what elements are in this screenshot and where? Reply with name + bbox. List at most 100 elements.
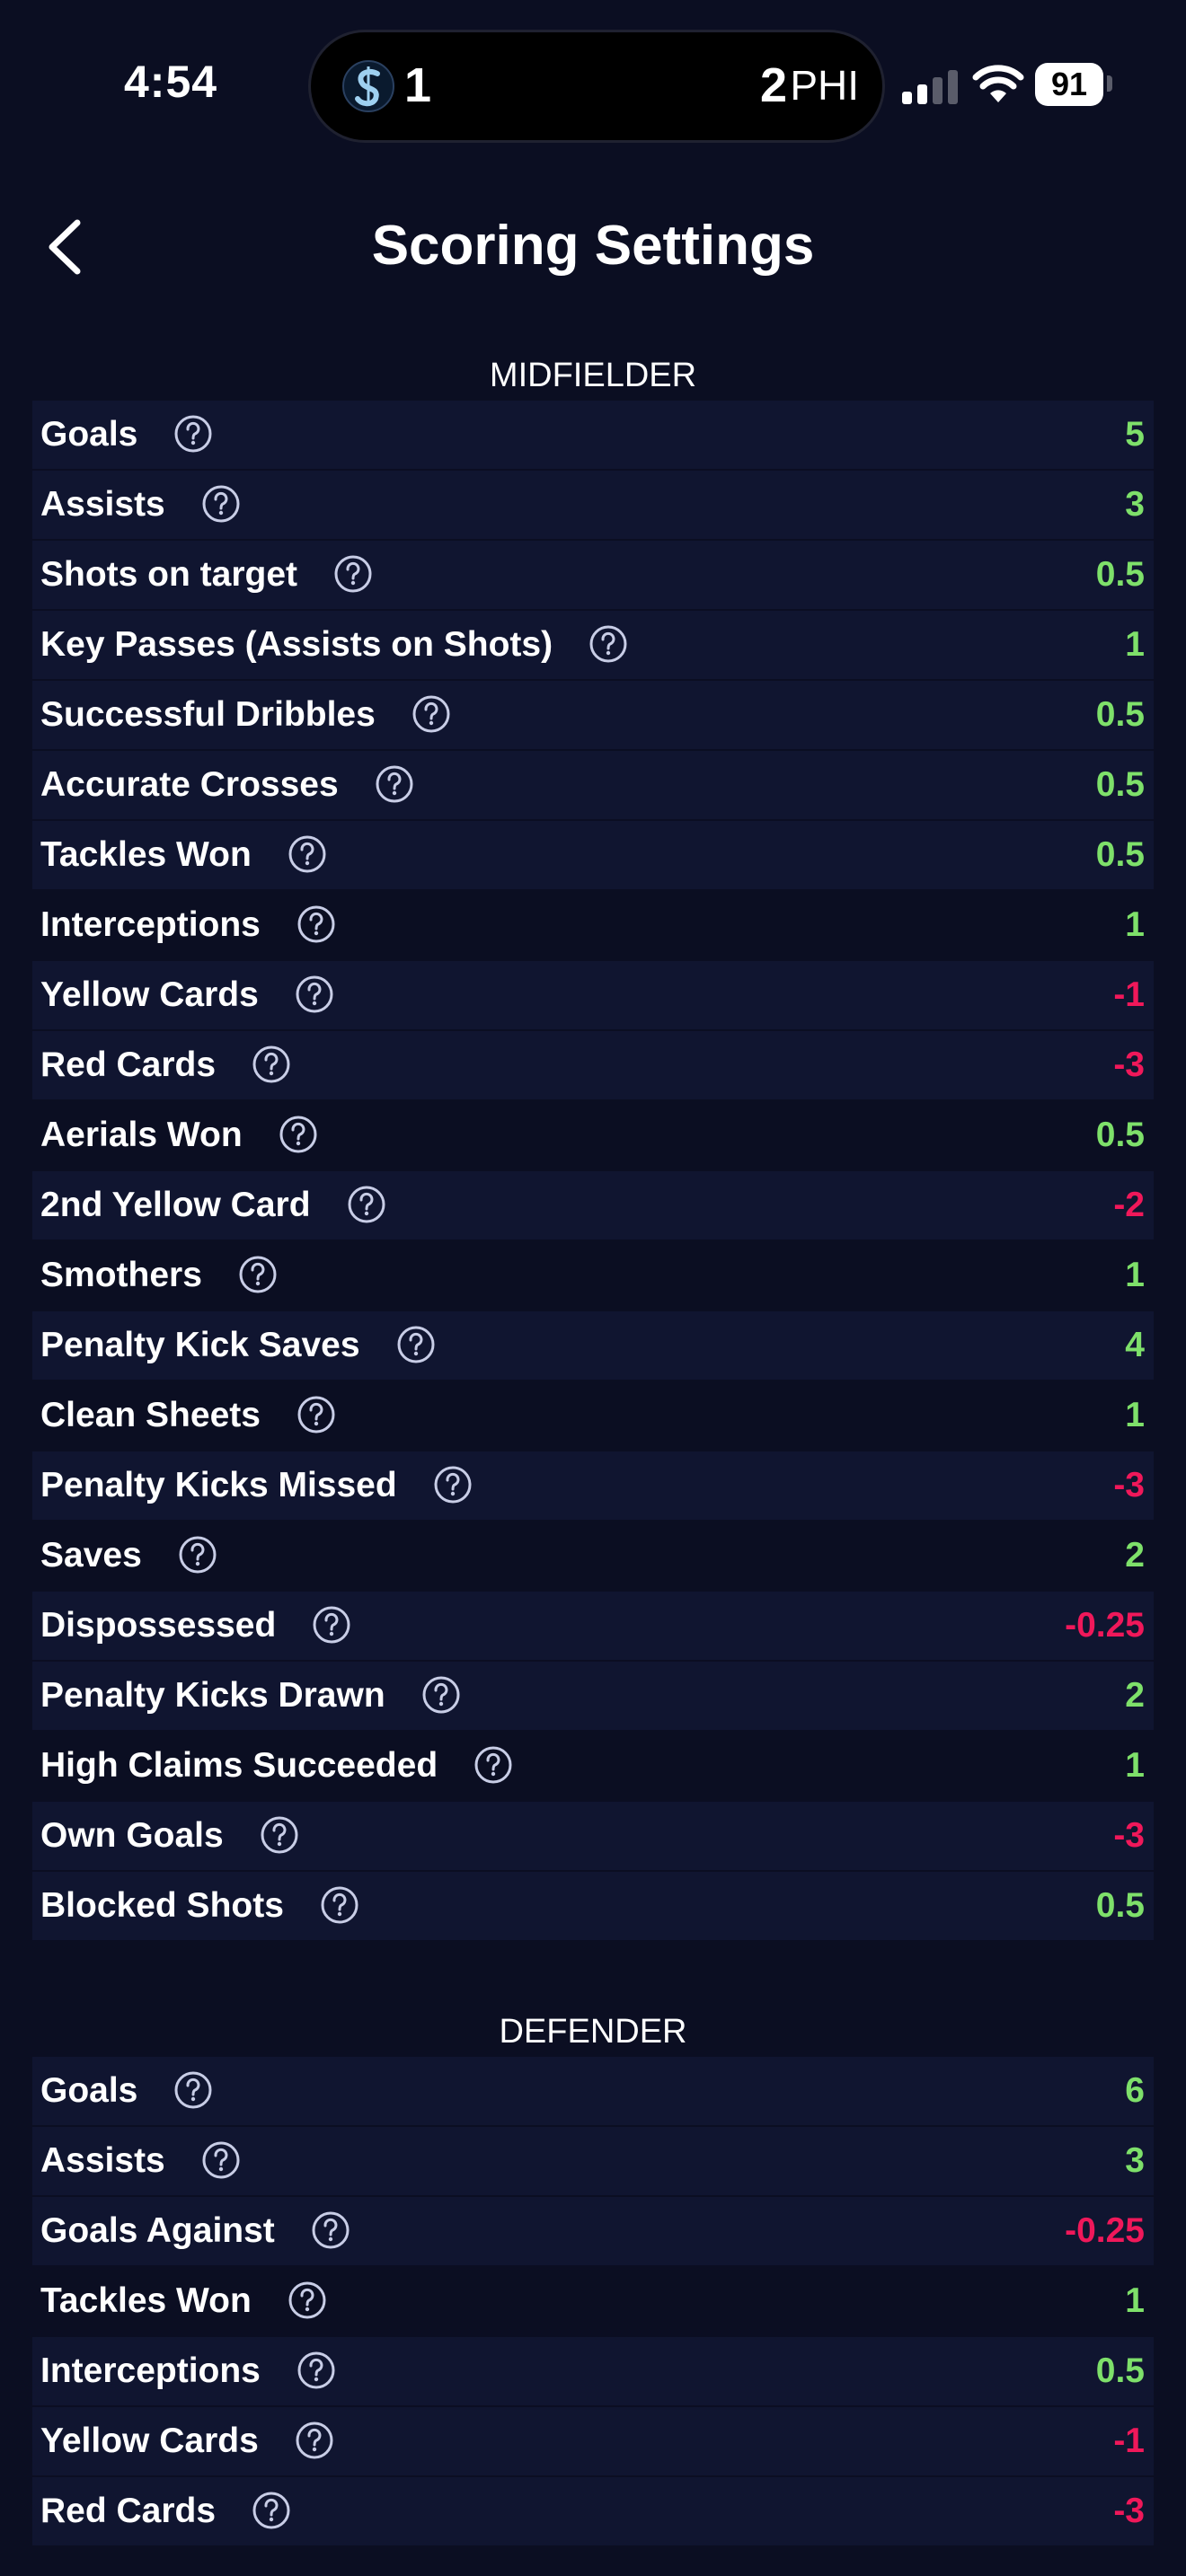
- scoring-row-label: Own Goals: [40, 1816, 224, 1855]
- scoring-row-value: -1: [1113, 2422, 1145, 2460]
- section-title: DEFENDER: [499, 2013, 687, 2051]
- home-score: 1: [404, 58, 432, 112]
- scoring-row-label-wrap: Interceptions: [40, 891, 336, 959]
- scoring-row-value: 0.5: [1095, 695, 1145, 734]
- scoring-row-label-wrap: High Claims Succeeded: [40, 1732, 513, 1800]
- help-circle-icon[interactable]: [201, 2140, 241, 2180]
- scoring-row: Saves 2: [32, 1522, 1154, 1590]
- status-time: 4:54: [124, 57, 218, 107]
- scoring-row-value: 5: [1125, 415, 1145, 454]
- help-circle-icon[interactable]: [238, 1255, 278, 1294]
- scoring-row: Accurate Crosses 0.5: [32, 751, 1154, 819]
- help-circle-icon[interactable]: [295, 2421, 334, 2460]
- scoring-row-value: 0.5: [1095, 2351, 1145, 2390]
- scoring-list: Goals 5 Assists 3 Shots on target 0.5 Key Pass…: [32, 401, 1154, 1940]
- help-circle-icon[interactable]: [320, 1885, 359, 1925]
- scoring-row-label-wrap: Saves: [40, 1522, 217, 1590]
- help-circle-icon[interactable]: [252, 1045, 291, 1084]
- help-circle-icon[interactable]: [252, 2491, 291, 2530]
- live-activity-island[interactable]: 1 2 PHI: [311, 32, 882, 140]
- scoring-row: 2nd Yellow Card -2: [32, 1171, 1154, 1239]
- scoring-row-value: 1: [1125, 625, 1145, 664]
- help-circle-icon[interactable]: [589, 624, 628, 664]
- scoring-row: Tackles Won 0.5: [32, 821, 1154, 889]
- scoring-row-label-wrap: Blocked Shots: [40, 1872, 359, 1940]
- help-circle-icon[interactable]: [333, 554, 373, 594]
- help-circle-icon[interactable]: [173, 414, 213, 454]
- team-logo-icon: [342, 60, 394, 112]
- scoring-row-label-wrap: Successful Dribbles: [40, 681, 451, 749]
- scoring-row-label: Accurate Crosses: [40, 765, 339, 804]
- scoring-row-label: Penalty Kicks Drawn: [40, 1676, 385, 1715]
- scoring-row-label: Successful Dribbles: [40, 695, 376, 734]
- battery-cap: [1107, 75, 1112, 92]
- help-circle-icon[interactable]: [295, 975, 334, 1014]
- scoring-row-value: -0.25: [1065, 1606, 1145, 1645]
- scoring-row-value: 1: [1125, 905, 1145, 944]
- scoring-row-value: 0.5: [1095, 835, 1145, 874]
- help-circle-icon[interactable]: [474, 1745, 513, 1785]
- page-title: Scoring Settings: [371, 215, 815, 277]
- back-chevron-icon[interactable]: [36, 214, 99, 280]
- help-circle-icon[interactable]: [412, 694, 451, 734]
- scoring-row-label-wrap: Interceptions: [40, 2337, 336, 2405]
- status-bar: 4:54 1 2 PHI 91: [0, 0, 1186, 171]
- scoring-row-label: 2nd Yellow Card: [40, 1186, 311, 1224]
- scoring-row-label-wrap: Goals Against: [40, 2197, 350, 2265]
- scoring-row: Penalty Kicks Drawn 2: [32, 1662, 1154, 1730]
- help-circle-icon[interactable]: [288, 834, 327, 874]
- help-circle-icon[interactable]: [296, 1395, 336, 1434]
- scoring-row-label: Tackles Won: [40, 2281, 252, 2320]
- scoring-row: Aerials Won 0.5: [32, 1101, 1154, 1169]
- scoring-row-label: Tackles Won: [40, 835, 252, 874]
- help-circle-icon[interactable]: [288, 2280, 327, 2320]
- scoring-row-label: Aerials Won: [40, 1116, 243, 1154]
- scoring-row: Clean Sheets 1: [32, 1381, 1154, 1450]
- scoring-row-value: 0.5: [1095, 1886, 1145, 1925]
- scoring-row-label: Yellow Cards: [40, 2422, 259, 2460]
- help-circle-icon[interactable]: [178, 1535, 217, 1575]
- header: Scoring Settings: [0, 198, 1186, 296]
- away-team: PHI: [790, 62, 859, 109]
- scoring-row-label: Yellow Cards: [40, 975, 259, 1014]
- help-circle-icon[interactable]: [347, 1185, 386, 1224]
- scoring-row: Tackles Won 1: [32, 2267, 1154, 2335]
- scoring-row-label-wrap: Own Goals: [40, 1802, 299, 1870]
- help-circle-icon[interactable]: [296, 2351, 336, 2390]
- scoring-row-label: Assists: [40, 2141, 165, 2180]
- scoring-row: Smothers 1: [32, 1241, 1154, 1310]
- scoring-row-value: 3: [1125, 2141, 1145, 2180]
- scoring-row-label-wrap: Smothers: [40, 1241, 278, 1310]
- scoring-row-label: Goals: [40, 415, 138, 454]
- help-circle-icon[interactable]: [260, 1815, 299, 1855]
- scoring-row-label: Interceptions: [40, 2351, 261, 2390]
- scoring-row: High Claims Succeeded 1: [32, 1732, 1154, 1800]
- help-circle-icon[interactable]: [433, 1465, 473, 1504]
- scoring-row-value: 1: [1125, 1746, 1145, 1785]
- scoring-row-label: Smothers: [40, 1256, 202, 1294]
- help-circle-icon[interactable]: [201, 484, 241, 524]
- scoring-row: Penalty Kicks Missed -3: [32, 1451, 1154, 1520]
- scoring-row-value: -2: [1113, 1186, 1145, 1224]
- help-circle-icon[interactable]: [375, 764, 414, 804]
- scoring-row-value: -3: [1113, 2492, 1145, 2530]
- scoring-row-value: 1: [1125, 1396, 1145, 1434]
- scoring-row-value: 3: [1125, 485, 1145, 524]
- scoring-row-label-wrap: Assists: [40, 471, 241, 539]
- scoring-row-label-wrap: Red Cards: [40, 1031, 291, 1099]
- scoring-row-label: Key Passes (Assists on Shots): [40, 625, 553, 664]
- scoring-row-label: Penalty Kick Saves: [40, 1326, 360, 1364]
- scoring-row-value: -3: [1113, 1466, 1145, 1504]
- help-circle-icon[interactable]: [396, 1325, 436, 1364]
- scoring-row-label-wrap: Tackles Won: [40, 821, 327, 889]
- help-circle-icon[interactable]: [279, 1115, 318, 1154]
- help-circle-icon[interactable]: [312, 1605, 351, 1645]
- help-circle-icon[interactable]: [296, 904, 336, 944]
- defender-section: DEFENDER Goals 6 Assists 3 Goals Against -0.2…: [32, 2007, 1154, 2547]
- help-circle-icon[interactable]: [173, 2070, 213, 2110]
- scoring-row: Penalty Kick Saves 4: [32, 1311, 1154, 1380]
- help-circle-icon[interactable]: [311, 2210, 350, 2250]
- scoring-row-value: 2: [1125, 1536, 1145, 1575]
- scoring-row-value: -0.25: [1065, 2211, 1145, 2250]
- help-circle-icon[interactable]: [421, 1675, 461, 1715]
